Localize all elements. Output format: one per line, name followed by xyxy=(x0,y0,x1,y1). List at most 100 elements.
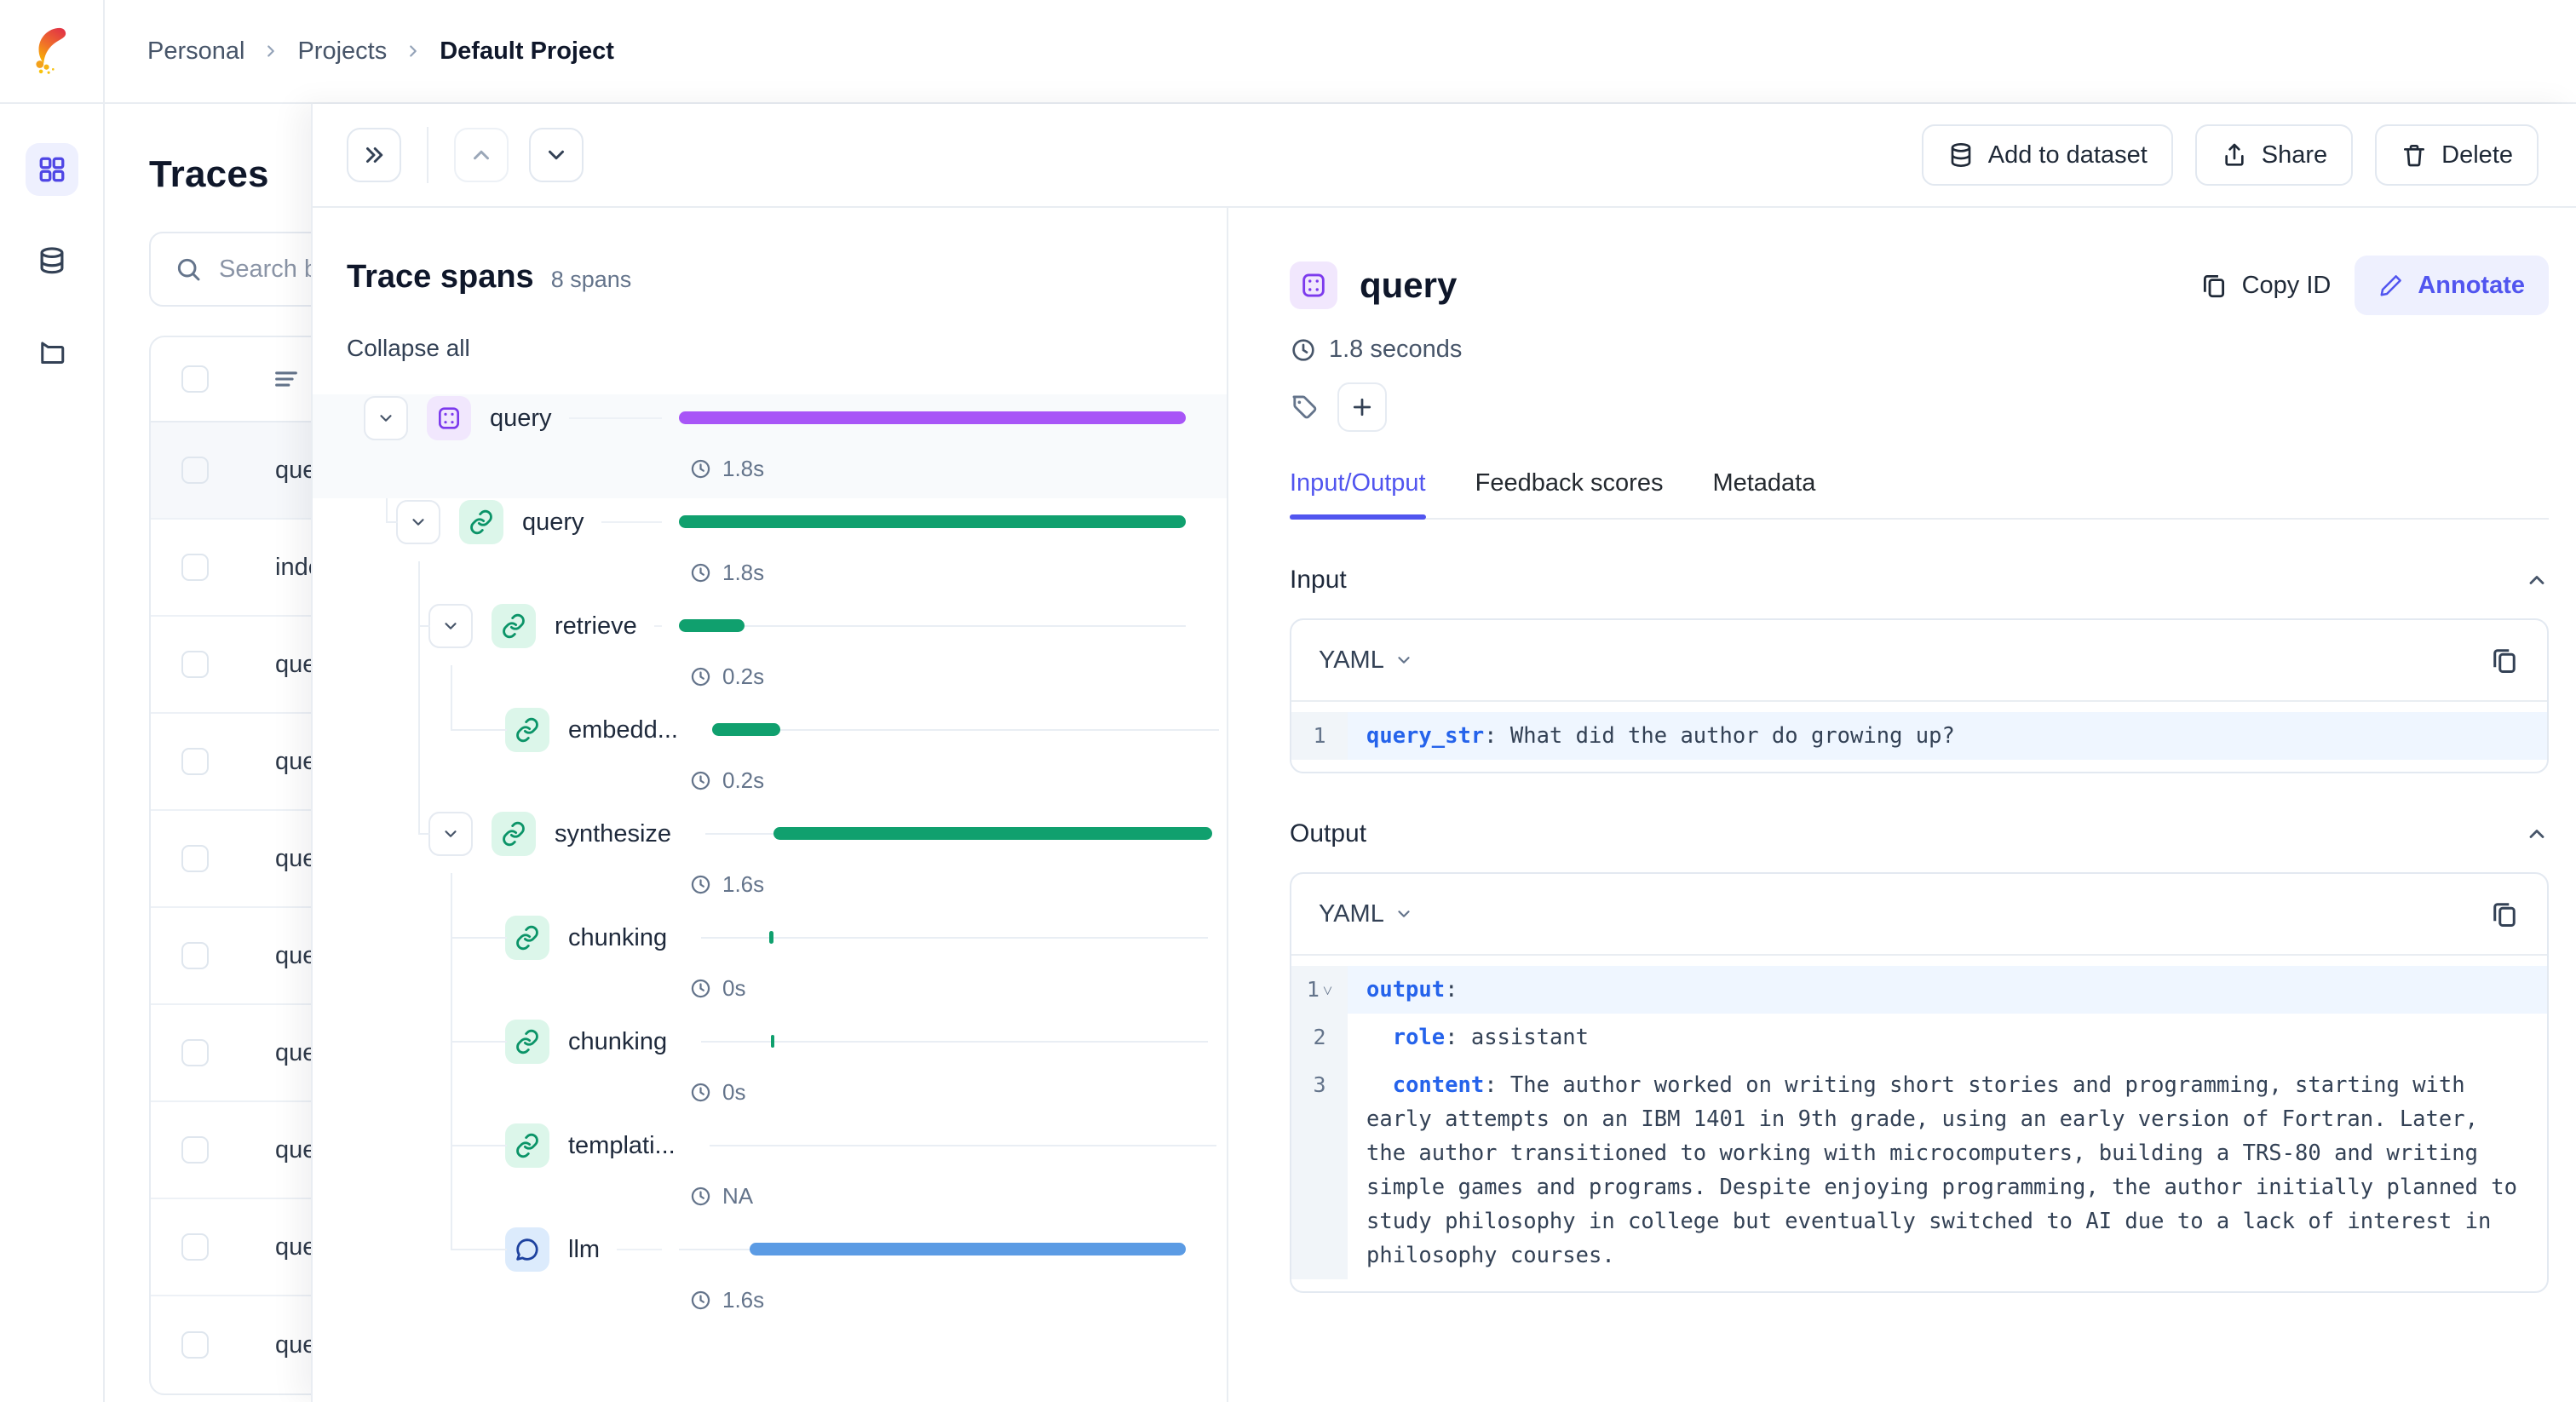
add-tag-button[interactable] xyxy=(1337,382,1387,432)
expand-span-button[interactable] xyxy=(364,396,408,440)
collapse-all-button[interactable]: Collapse all xyxy=(347,335,470,361)
code-line: 1 ˅ output: xyxy=(1291,966,2547,1014)
copy-icon xyxy=(2203,274,2224,298)
search-icon xyxy=(177,258,200,281)
plus-icon xyxy=(1353,398,1371,417)
tab-feedback-scores[interactable]: Feedback scores xyxy=(1475,469,1664,497)
clock-icon xyxy=(691,1290,710,1310)
share-icon xyxy=(2225,143,2244,166)
row-checkbox[interactable] xyxy=(181,457,209,484)
chevron-down-icon xyxy=(1398,911,1410,917)
span-timeline xyxy=(679,602,1186,650)
menu-lines-icon[interactable] xyxy=(272,365,301,394)
app-logo[interactable] xyxy=(0,0,105,102)
chevron-down-icon xyxy=(549,150,564,160)
collapse-section-icon[interactable] xyxy=(2525,822,2549,846)
span-name: query xyxy=(490,404,552,432)
search-placeholder: Search b xyxy=(219,255,319,283)
span-row[interactable]: retrieve 0.2s xyxy=(313,602,1227,706)
search-input[interactable]: Search b xyxy=(149,232,430,307)
clock-icon xyxy=(691,459,710,479)
expand-span-button[interactable] xyxy=(428,812,473,856)
tab-metadata[interactable]: Metadata xyxy=(1712,469,1816,497)
previous-trace-button[interactable] xyxy=(454,128,509,182)
copy-icon[interactable] xyxy=(2489,899,2520,929)
row-checkbox[interactable] xyxy=(181,1331,209,1359)
row-checkbox[interactable] xyxy=(181,651,209,678)
row-checkbox[interactable] xyxy=(181,942,209,969)
timeline-bar xyxy=(679,515,1186,528)
span-duration: 1.8 seconds xyxy=(1329,336,1463,363)
trace-spans-panel: Trace spans 8 spans Collapse all query xyxy=(313,208,1228,1402)
span-row[interactable]: query 1.8s xyxy=(313,394,1227,498)
trash-icon xyxy=(2404,145,2425,167)
timeline-bar xyxy=(770,1035,775,1048)
span-row[interactable]: chunking 0s xyxy=(313,1018,1227,1122)
row-checkbox[interactable] xyxy=(181,1039,209,1066)
next-trace-button[interactable] xyxy=(529,128,584,182)
chevron-up-icon xyxy=(474,150,489,160)
collapse-panel-button[interactable] xyxy=(347,128,401,182)
breadcrumb-projects[interactable]: Projects xyxy=(297,37,388,65)
span-row[interactable]: embedd... 0.2s xyxy=(313,706,1227,810)
row-checkbox[interactable] xyxy=(181,1136,209,1164)
nav-item-projects[interactable] xyxy=(25,143,78,196)
annotate-button[interactable]: Annotate xyxy=(2355,256,2549,315)
span-duration: 1.8s xyxy=(689,456,764,482)
database-icon xyxy=(1951,143,1971,168)
span-duration: 0s xyxy=(689,975,745,1002)
nav-item-feedback[interactable] xyxy=(26,327,78,380)
timeline-track xyxy=(711,729,1219,731)
format-select[interactable]: YAML xyxy=(1319,900,1413,928)
expand-span-button[interactable] xyxy=(396,500,440,544)
link-icon xyxy=(503,613,525,639)
delete-button[interactable]: Delete xyxy=(2375,124,2539,186)
span-row[interactable]: query 1.8s xyxy=(313,498,1227,602)
span-row[interactable]: chunking 0s xyxy=(313,914,1227,1018)
link-icon xyxy=(516,925,538,951)
span-timeline xyxy=(679,394,1186,442)
share-label: Share xyxy=(2261,141,2328,169)
detail-tabs: Input/Output Feedback scores Metadata xyxy=(1290,469,2549,520)
leader-line xyxy=(617,1249,662,1250)
nav-rail xyxy=(0,104,105,1402)
breadcrumb-current-project: Default Project xyxy=(440,37,614,65)
span-timeline xyxy=(701,914,1209,962)
collapse-section-icon[interactable] xyxy=(2525,568,2549,592)
add-to-dataset-label: Add to dataset xyxy=(1987,141,2148,169)
top-bar: Personal Projects Default Project xyxy=(0,0,2576,104)
code-text: role: assistant xyxy=(1392,1025,1590,1050)
format-select[interactable]: YAML xyxy=(1319,646,1413,675)
span-title: query xyxy=(1360,265,1458,305)
span-row[interactable]: synthesize 1.6s xyxy=(313,810,1227,914)
copy-icon[interactable] xyxy=(2489,645,2520,675)
clock-icon xyxy=(691,979,710,998)
timeline-bar xyxy=(711,723,781,736)
output-section-label: Output xyxy=(1290,819,1367,848)
chat-icon xyxy=(40,342,64,364)
span-row[interactable]: templati... NA xyxy=(313,1122,1227,1226)
span-type-icon xyxy=(427,396,471,440)
link-icon xyxy=(516,1029,538,1054)
select-all-checkbox[interactable] xyxy=(181,365,209,393)
clock-icon xyxy=(691,1187,710,1206)
link-icon xyxy=(516,717,538,743)
add-to-dataset-button[interactable]: Add to dataset xyxy=(1921,124,2173,186)
span-duration: 1.6s xyxy=(689,1287,764,1313)
row-checkbox[interactable] xyxy=(181,1233,209,1261)
row-checkbox[interactable] xyxy=(181,554,209,581)
nav-item-datasets[interactable] xyxy=(26,235,78,288)
copy-id-button[interactable]: Copy ID xyxy=(2199,271,2331,300)
expand-span-button[interactable] xyxy=(428,604,473,648)
span-row[interactable]: llm 1.6s xyxy=(313,1226,1227,1330)
clock-icon xyxy=(1292,338,1314,361)
line-number[interactable]: 1 ˅ xyxy=(1291,966,1348,1014)
timeline-bar xyxy=(679,619,745,632)
breadcrumb-personal[interactable]: Personal xyxy=(147,37,245,65)
timeline-track xyxy=(709,1145,1216,1146)
share-button[interactable]: Share xyxy=(2194,124,2354,186)
tab-input-output[interactable]: Input/Output xyxy=(1290,469,1426,520)
row-checkbox[interactable] xyxy=(181,748,209,775)
row-checkbox[interactable] xyxy=(181,845,209,872)
span-name: synthesize xyxy=(555,819,672,848)
